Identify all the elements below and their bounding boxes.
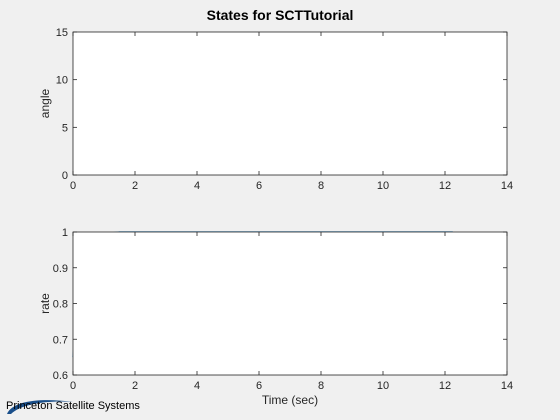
y-tick-label: 0.8 [53, 299, 68, 311]
x-tick-label: 12 [439, 180, 451, 192]
y-tick-label: 0 [62, 170, 68, 182]
y-tick-label: 0.7 [53, 334, 68, 346]
rate-plot: 0 2 4 6 8 10 12 14 0.6 0.7 0.8 0.9 1 rate Time (sec) [38, 227, 513, 407]
y-tick-label: 0.9 [53, 263, 68, 275]
psslogo-swoosh-icon [7, 400, 73, 414]
x-tick-label: 8 [318, 380, 324, 392]
angle-plot: 0 2 4 6 8 10 12 14 0 5 10 15 angle [38, 27, 513, 192]
x-tick-label: 0 [70, 380, 76, 392]
axes-frame [72, 231, 508, 376]
x-tick-label: 10 [377, 380, 389, 392]
y-axis-label: rate [38, 293, 52, 314]
y-tick-label: 10 [56, 75, 68, 87]
y-axis-label: angle [38, 89, 52, 119]
y-tick-label: 15 [56, 27, 68, 39]
x-tick-label: 14 [501, 380, 513, 392]
footer-logo-text: Princeton Satellite Systems [6, 400, 140, 412]
x-tick-label: 14 [501, 180, 513, 192]
x-tick-label: 6 [256, 180, 262, 192]
x-axis-label: Time (sec) [262, 393, 318, 407]
x-tick-label: 12 [439, 380, 451, 392]
y-tick-label: 5 [62, 122, 68, 134]
x-tick-label: 4 [194, 380, 200, 392]
y-tick-label: 0.6 [53, 370, 68, 382]
figure-title: States for SCTTutorial [207, 7, 354, 23]
axes-frame [72, 31, 508, 176]
x-tick-label: 6 [256, 380, 262, 392]
x-tick-label: 0 [70, 180, 76, 192]
y-tick-label: 1 [62, 227, 68, 239]
x-tick-label: 8 [318, 180, 324, 192]
x-tick-label: 2 [132, 180, 138, 192]
x-tick-label: 4 [194, 180, 200, 192]
x-tick-label: 10 [377, 180, 389, 192]
x-tick-label: 2 [132, 380, 138, 392]
